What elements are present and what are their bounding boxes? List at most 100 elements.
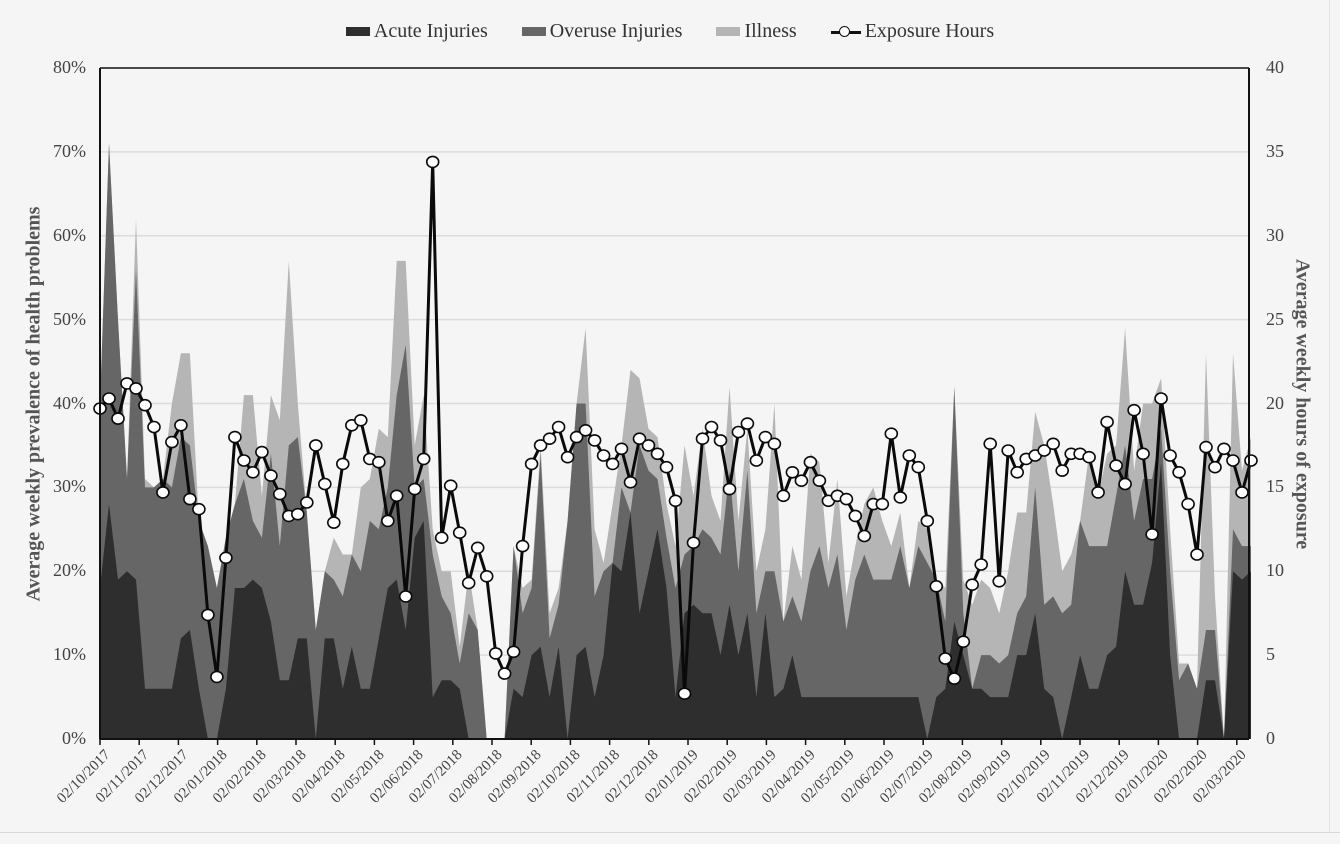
exposure-marker <box>147 420 161 434</box>
y-tick-label-left: 40% <box>53 392 86 413</box>
y-tick-label-left: 50% <box>53 308 86 329</box>
exposure-marker <box>192 502 206 516</box>
legend-item-acute: Acute Injuries <box>345 20 488 43</box>
exposure-marker <box>1001 444 1016 457</box>
exposure-marker <box>740 417 755 430</box>
exposure-marker <box>183 492 197 506</box>
exposure-marker <box>1190 548 1204 561</box>
exposure-marker <box>758 430 773 444</box>
exposure-marker <box>956 635 971 649</box>
y-tick-label-right: 15 <box>1266 476 1284 497</box>
bottom-divider <box>0 832 1340 833</box>
overuse-swatch-icon <box>521 27 546 36</box>
exposure-line <box>93 155 1258 701</box>
exposure-marker <box>767 437 782 451</box>
exposure-marker <box>587 434 602 447</box>
y-tick-label-left: 0% <box>62 728 86 748</box>
exposure-marker <box>911 460 926 474</box>
exposure-marker <box>201 608 215 622</box>
exposure-marker <box>1235 486 1249 499</box>
exposure-marker <box>165 435 179 449</box>
exposure-marker <box>812 474 827 488</box>
exposure-marker <box>353 413 368 427</box>
y-tick-label-left: 10% <box>53 644 86 665</box>
exposure-marker <box>380 514 395 528</box>
exposure-marker <box>1100 415 1114 429</box>
exposure-marker <box>623 475 638 489</box>
exposure-marker <box>1082 450 1096 464</box>
exposure-marker <box>1145 527 1159 541</box>
y-tick-label-right: 5 <box>1266 644 1275 665</box>
exposure-marker <box>992 574 1007 588</box>
exposure-marker <box>704 420 719 434</box>
exposure-marker <box>533 439 548 452</box>
exposure-marker <box>1046 437 1060 451</box>
exposure-marker <box>102 392 116 405</box>
exposure-marker <box>461 576 476 590</box>
exposure-marker <box>965 578 980 592</box>
exposure-marker <box>893 491 908 504</box>
y-tick-label-left: 20% <box>53 560 86 581</box>
exposure-marker <box>785 465 800 479</box>
exposure-marker <box>452 526 467 540</box>
exposure-marker <box>974 558 989 571</box>
exposure-marker <box>1010 465 1025 479</box>
exposure-marker <box>416 452 431 466</box>
exposure-marker <box>1154 392 1168 405</box>
illness-swatch-icon <box>716 27 741 36</box>
acute-area <box>100 462 1251 739</box>
exposure-marker <box>255 445 269 459</box>
exposure-marker <box>713 434 728 447</box>
exposure-marker <box>129 382 143 395</box>
exposure-marker <box>686 536 701 550</box>
y-tick-label-right: 20 <box>1266 392 1284 413</box>
exposure-marker <box>983 437 998 451</box>
legend-label-overuse: Overuse Injuries <box>549 20 683 42</box>
y-tick-label-left: 30% <box>53 476 86 497</box>
exposure-marker <box>1037 444 1051 457</box>
exposure-marker <box>228 430 242 444</box>
y-tick-label-right: 30 <box>1266 224 1284 245</box>
exposure-marker <box>335 457 350 471</box>
exposure-marker <box>1226 454 1240 467</box>
exposure-marker <box>479 569 494 583</box>
axes-frame <box>99 67 1250 745</box>
exposure-marker <box>326 516 341 529</box>
exposure-marker <box>938 652 953 665</box>
exposure-marker <box>947 672 962 685</box>
exposure-marker <box>1172 465 1186 479</box>
exposure-marker <box>1127 403 1141 417</box>
exposure-marker <box>848 509 863 523</box>
exposure-marker <box>668 494 683 508</box>
legend-label-exposure: Exposure Hours <box>864 20 995 42</box>
line-marker-icon <box>830 25 861 39</box>
exposure-marker <box>1118 477 1132 491</box>
exposure-marker <box>776 489 791 503</box>
y-tick-label-right: 25 <box>1266 308 1284 329</box>
exposure-marker <box>884 427 899 441</box>
y-tick-label-left: 70% <box>53 140 86 161</box>
exposure-marker <box>290 507 305 521</box>
legend-item-overuse: Overuse Injuries <box>521 20 683 43</box>
y-tick-label-left: 80% <box>53 57 86 77</box>
exposure-marker <box>1217 442 1231 456</box>
exposure-marker <box>246 465 260 479</box>
exposure-marker <box>794 474 809 488</box>
stacked-areas <box>100 143 1251 739</box>
exposure-marker <box>425 155 440 169</box>
exposure-marker <box>488 647 503 660</box>
exposure-marker <box>1244 454 1258 467</box>
exposure-marker <box>174 418 188 432</box>
exposure-marker <box>803 455 818 469</box>
acute-swatch-icon <box>345 27 370 36</box>
exposure-marker <box>875 497 890 511</box>
exposure-marker <box>650 447 665 461</box>
exposure-marker <box>308 439 323 452</box>
exposure-marker <box>1136 447 1150 461</box>
exposure-marker <box>722 482 737 496</box>
exposure-marker <box>1091 486 1105 499</box>
exposure-marker <box>857 529 872 543</box>
exposure-marker <box>578 423 593 437</box>
exposure-marker <box>219 551 233 565</box>
